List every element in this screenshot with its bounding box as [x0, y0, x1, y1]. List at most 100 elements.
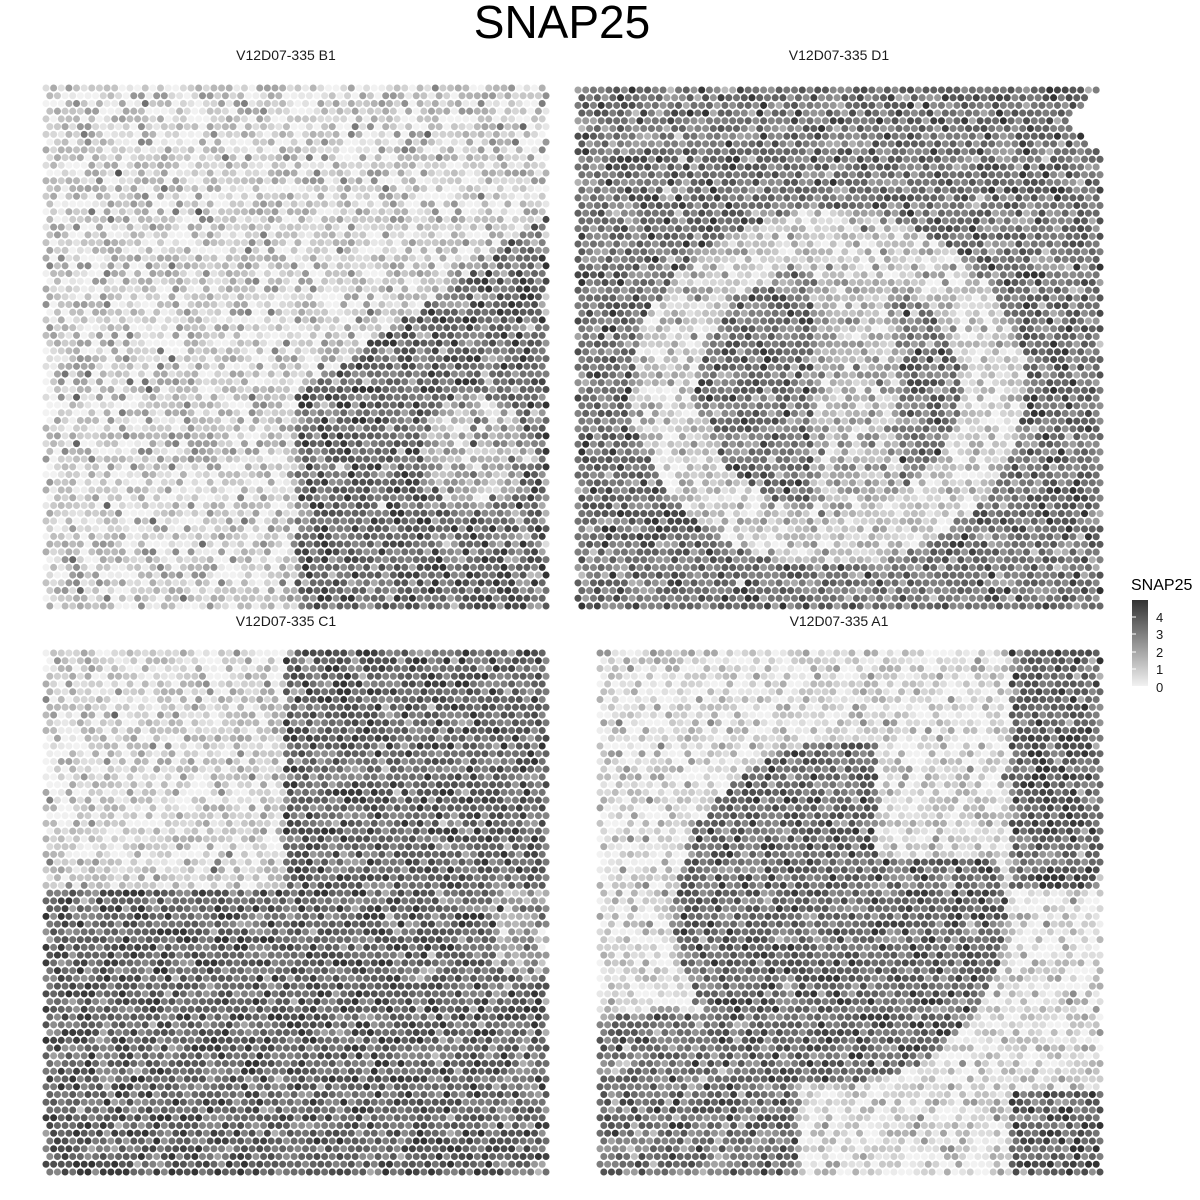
spot	[328, 92, 336, 100]
spot	[752, 86, 760, 94]
spot	[542, 494, 550, 502]
spot	[477, 208, 485, 216]
spot	[397, 602, 405, 610]
spot	[328, 540, 336, 548]
spot	[386, 208, 394, 216]
spot	[389, 416, 397, 424]
spot	[763, 94, 772, 102]
spot	[88, 501, 96, 509]
spot	[790, 101, 799, 109]
spot	[130, 123, 138, 131]
spot	[84, 540, 92, 548]
spot	[542, 246, 550, 254]
spot	[92, 556, 100, 564]
spot	[191, 525, 199, 533]
spot	[435, 324, 443, 332]
spot	[153, 92, 161, 100]
spot	[240, 563, 248, 571]
spot	[198, 324, 207, 332]
spot	[405, 370, 413, 378]
spot	[374, 463, 382, 471]
spot	[382, 509, 390, 517]
spot	[248, 532, 256, 540]
spot	[340, 208, 348, 216]
spot	[198, 231, 207, 239]
spot	[156, 563, 165, 571]
spot	[168, 602, 176, 610]
spot	[814, 86, 822, 94]
spot	[393, 146, 401, 154]
spot	[57, 517, 65, 525]
spot	[252, 293, 260, 301]
spot	[489, 154, 497, 162]
spot	[221, 478, 229, 486]
spot	[115, 494, 123, 502]
spot	[412, 386, 420, 394]
spot	[214, 540, 222, 548]
spot	[534, 215, 542, 223]
spot	[500, 192, 508, 200]
spot	[515, 99, 523, 107]
spot	[500, 115, 508, 123]
spot	[538, 347, 546, 355]
spot	[401, 270, 409, 278]
spot	[523, 270, 531, 278]
spot	[88, 393, 96, 401]
spot	[401, 239, 409, 247]
spot	[431, 223, 439, 231]
spot	[732, 140, 741, 148]
spot	[256, 424, 264, 432]
spot	[1026, 124, 1034, 133]
spot	[282, 447, 290, 455]
spot	[416, 378, 424, 386]
spot	[347, 579, 355, 587]
spot	[469, 177, 477, 185]
spot	[115, 215, 123, 223]
spot	[153, 416, 161, 424]
spot	[523, 409, 531, 417]
spot	[374, 355, 382, 363]
spot	[240, 331, 248, 339]
spot	[355, 239, 363, 247]
spot	[972, 109, 980, 117]
spot	[922, 101, 930, 109]
spot	[443, 478, 451, 486]
spot	[393, 455, 401, 463]
spot	[160, 231, 168, 239]
spot	[628, 101, 636, 109]
spot	[860, 117, 868, 125]
spot	[156, 331, 165, 339]
spot	[473, 525, 481, 533]
spot	[485, 393, 493, 401]
spot	[134, 316, 142, 324]
spot	[469, 347, 477, 355]
spot	[427, 370, 436, 378]
spot	[416, 254, 424, 262]
spot	[210, 177, 218, 185]
spot	[271, 486, 279, 494]
spot	[856, 124, 864, 133]
spot	[492, 300, 500, 308]
spot	[92, 525, 100, 533]
spot	[489, 277, 497, 285]
spot	[76, 401, 84, 409]
spot	[302, 270, 310, 278]
spot	[118, 285, 126, 293]
spot	[149, 409, 157, 417]
spot	[294, 517, 302, 525]
spot	[856, 109, 864, 117]
spot	[61, 602, 69, 610]
spot	[69, 432, 77, 440]
spot	[198, 200, 207, 208]
spot	[179, 409, 187, 417]
spot	[443, 416, 451, 424]
spot	[374, 215, 382, 223]
spot	[191, 185, 199, 193]
spot	[252, 185, 260, 193]
spot	[477, 424, 485, 432]
spot	[359, 355, 367, 363]
spot	[321, 262, 329, 270]
spot	[122, 494, 130, 502]
spot	[336, 339, 344, 347]
spot	[145, 386, 153, 394]
